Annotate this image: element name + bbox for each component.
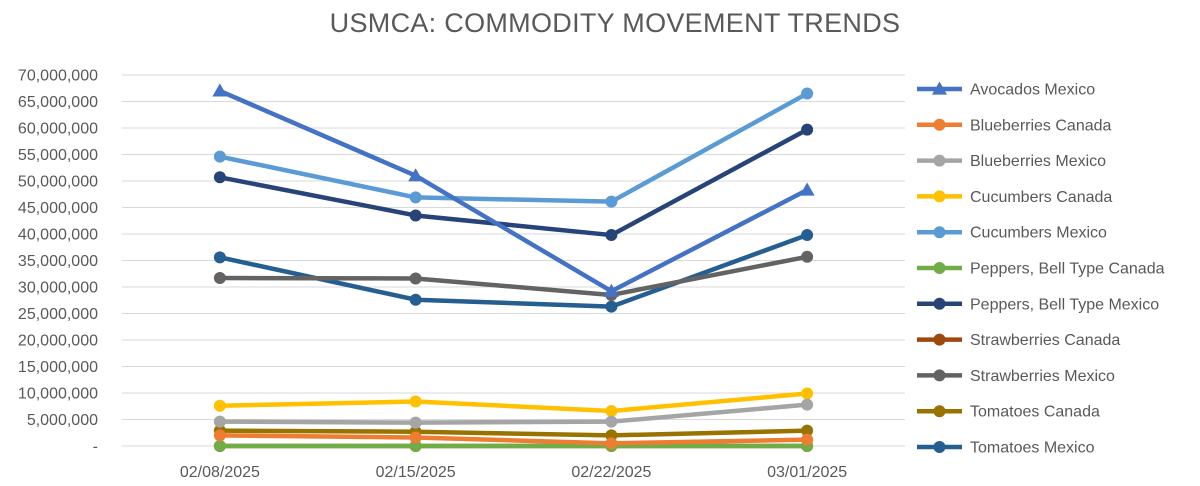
y-tick-label: 45,000,000 <box>18 200 98 217</box>
legend-swatch-marker <box>934 262 946 274</box>
x-tick-label: 02/15/2025 <box>376 464 456 481</box>
series-line <box>220 394 807 411</box>
legend-entry: Cucumbers Mexico <box>917 225 1107 242</box>
series-line <box>220 435 807 443</box>
y-tick-label: 30,000,000 <box>18 280 98 297</box>
legend-label: Blueberries Mexico <box>970 153 1106 170</box>
data-point <box>410 294 422 306</box>
legend-label: Cucumbers Canada <box>970 189 1112 206</box>
y-tick-label: 20,000,000 <box>18 333 98 350</box>
legend-label: Avocados Mexico <box>970 82 1095 99</box>
data-point <box>214 272 226 284</box>
data-point <box>801 88 813 100</box>
legend-label: Cucumbers Mexico <box>970 225 1107 242</box>
y-tick-label: 60,000,000 <box>18 121 98 138</box>
legend-swatch-marker <box>934 190 946 202</box>
legend-label: Strawberries Canada <box>970 332 1120 349</box>
data-point <box>410 191 422 203</box>
series-line <box>220 94 807 202</box>
data-point <box>801 399 813 411</box>
y-tick-label: - <box>93 439 98 456</box>
series-tomatoes-mexico <box>214 229 813 313</box>
data-point <box>410 417 422 429</box>
data-point <box>410 395 422 407</box>
legend-label: Tomatoes Canada <box>970 404 1100 421</box>
series-cucumbers-mexico <box>214 88 813 208</box>
data-point <box>214 171 226 183</box>
data-point <box>801 434 813 446</box>
data-point <box>605 437 617 449</box>
legend-entry: Tomatoes Mexico <box>917 440 1095 457</box>
series-lines <box>212 83 814 452</box>
y-tick-label: 40,000,000 <box>18 227 98 244</box>
legend-swatch-marker <box>934 405 946 417</box>
legend-label: Peppers, Bell Type Canada <box>970 261 1165 278</box>
y-tick-label: 5,000,000 <box>27 412 98 429</box>
data-point <box>605 416 617 428</box>
y-axis-tick-labels: - 5,000,000 10,000,000 15,000,000 20,000,000… <box>18 68 98 456</box>
legend-swatch-marker <box>934 441 946 453</box>
series-line <box>220 130 807 235</box>
y-tick-label: 35,000,000 <box>18 253 98 270</box>
y-tick-label: 55,000,000 <box>18 147 98 164</box>
data-point <box>214 151 226 163</box>
legend-entry: Avocados Mexico <box>917 82 1095 99</box>
data-point <box>605 405 617 417</box>
x-axis-tick-labels: 02/08/2025 02/15/2025 02/22/2025 03/01/2025 <box>180 464 847 481</box>
data-point <box>214 251 226 263</box>
data-point <box>605 196 617 208</box>
series-line <box>220 91 807 291</box>
data-point <box>410 209 422 221</box>
series-line <box>220 235 807 307</box>
data-point <box>212 83 227 96</box>
data-point <box>410 273 422 285</box>
legend-swatch-marker <box>934 226 946 238</box>
data-point <box>214 440 226 452</box>
data-point <box>214 400 226 412</box>
data-point <box>605 229 617 241</box>
legend-swatch-marker <box>934 155 946 167</box>
legend: Avocados Mexico Blueberries Canada Blueber… <box>917 82 1165 457</box>
legend-entry: Blueberries Canada <box>917 117 1112 134</box>
legend-entry: Strawberries Mexico <box>917 368 1115 385</box>
data-point <box>801 251 813 263</box>
legend-entry: Cucumbers Canada <box>917 189 1112 206</box>
data-point <box>800 183 815 196</box>
x-tick-label: 03/01/2025 <box>767 464 847 481</box>
y-tick-label: 15,000,000 <box>18 359 98 376</box>
data-point <box>801 124 813 136</box>
legend-swatch-marker <box>934 334 946 346</box>
data-point <box>410 432 422 444</box>
legend-label: Tomatoes Mexico <box>970 440 1095 457</box>
data-point <box>214 416 226 428</box>
legend-swatch-marker <box>934 298 946 310</box>
legend-label: Strawberries Mexico <box>970 368 1115 385</box>
legend-entry: Blueberries Mexico <box>917 153 1106 170</box>
y-tick-label: 10,000,000 <box>18 386 98 403</box>
legend-swatch-marker <box>934 119 946 131</box>
x-tick-label: 02/22/2025 <box>571 464 651 481</box>
legend-entry: Peppers, Bell Type Mexico <box>917 296 1159 313</box>
y-tick-label: 25,000,000 <box>18 306 98 323</box>
legend-label: Blueberries Canada <box>970 117 1112 134</box>
x-tick-label: 02/08/2025 <box>180 464 260 481</box>
data-point <box>801 229 813 241</box>
legend-label: Peppers, Bell Type Mexico <box>970 296 1159 313</box>
data-point <box>801 388 813 400</box>
y-tick-label: 65,000,000 <box>18 94 98 111</box>
y-tick-label: 50,000,000 <box>18 174 98 191</box>
legend-entry: Peppers, Bell Type Canada <box>917 261 1165 278</box>
y-tick-label: 70,000,000 <box>18 68 98 85</box>
legend-swatch-marker <box>934 369 946 381</box>
legend-entry: Strawberries Canada <box>917 332 1120 349</box>
legend-entry: Tomatoes Canada <box>917 404 1100 421</box>
data-point <box>214 429 226 441</box>
data-point <box>605 301 617 313</box>
